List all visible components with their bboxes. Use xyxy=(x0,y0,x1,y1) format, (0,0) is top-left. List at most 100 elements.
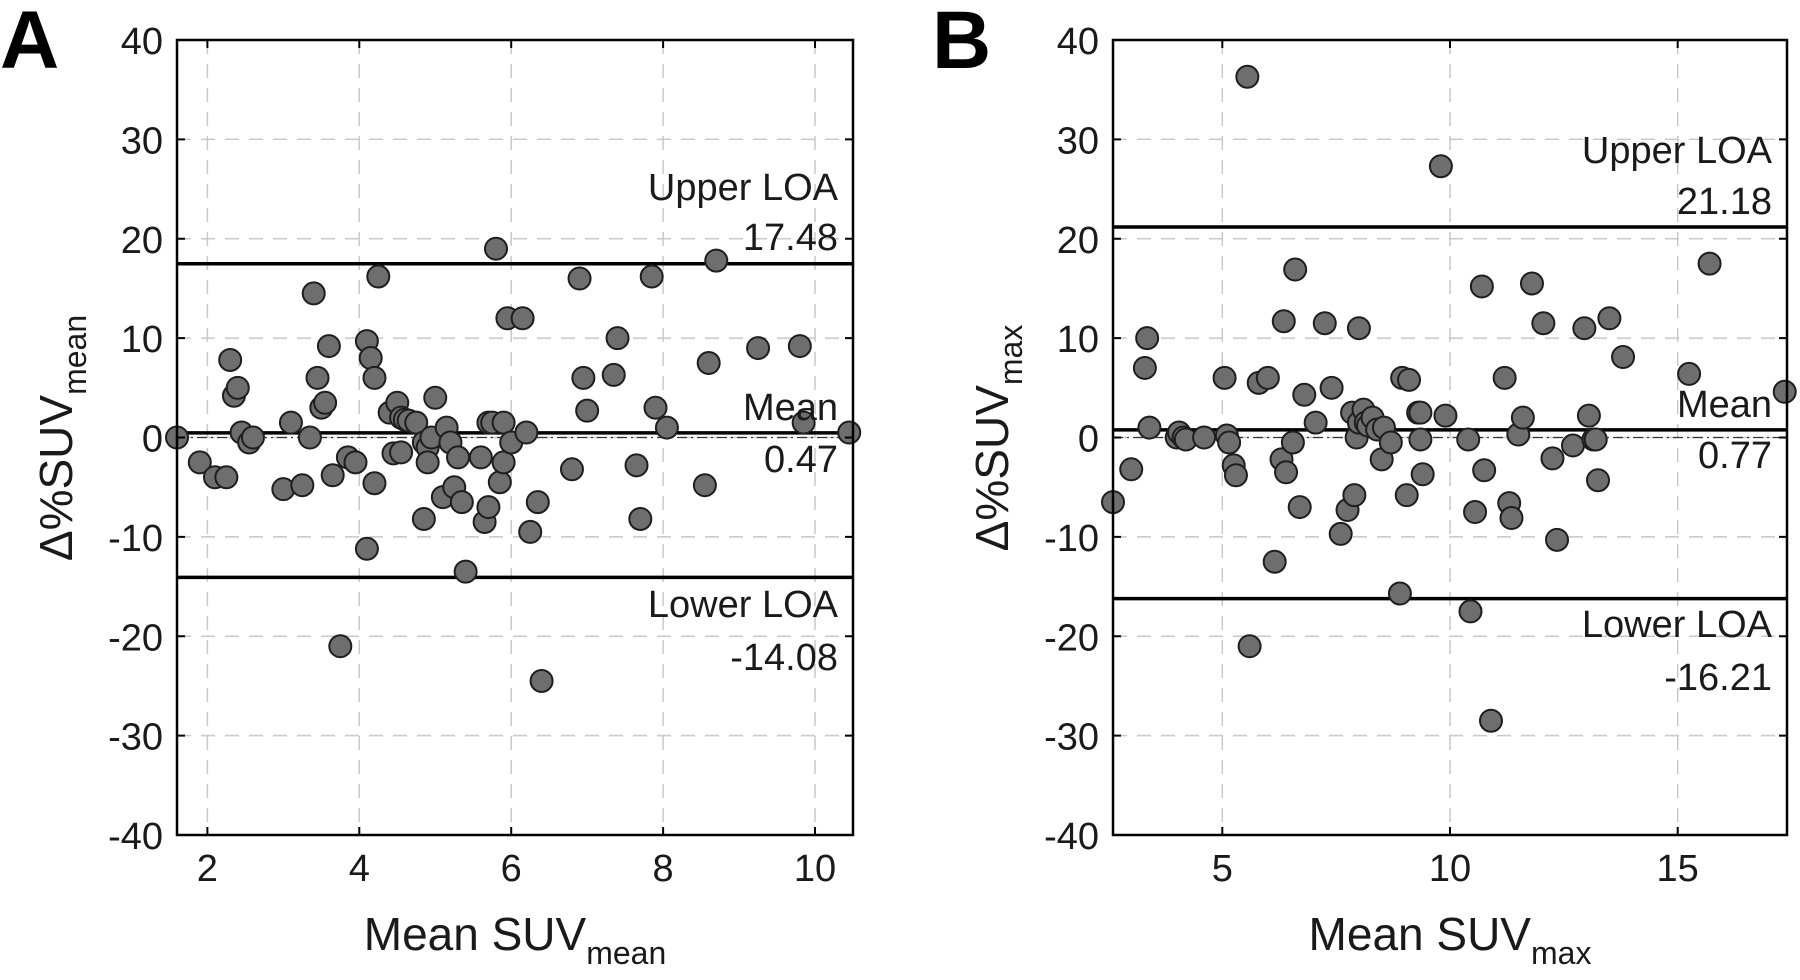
data-point xyxy=(1312,311,1337,336)
y-axis-label-main-a: Δ%SUV xyxy=(30,395,82,562)
data-point xyxy=(278,410,303,435)
data-point xyxy=(696,350,721,375)
data-point xyxy=(1283,257,1308,282)
data-point xyxy=(518,519,543,544)
data-point xyxy=(1545,527,1570,552)
data-point xyxy=(1346,316,1371,341)
x-tick-label: 10 xyxy=(1429,848,1471,890)
data-point xyxy=(1572,316,1597,341)
data-point xyxy=(654,415,679,440)
y-tick-label: -30 xyxy=(108,717,163,759)
data-point xyxy=(240,425,265,450)
data-point xyxy=(1342,483,1367,508)
data-point xyxy=(290,473,315,498)
data-point xyxy=(559,457,584,482)
data-point xyxy=(446,445,471,470)
data-point xyxy=(1319,375,1344,400)
data-point xyxy=(1292,382,1317,407)
x-tick-label: 2 xyxy=(197,848,218,890)
lower-loa-value-b: -16.21 xyxy=(1664,657,1772,699)
data-point xyxy=(1456,427,1481,452)
x-axis-label-b: Mean SUVmax xyxy=(1309,908,1592,971)
data-point xyxy=(1387,581,1412,606)
data-point xyxy=(366,264,391,289)
data-point xyxy=(746,336,771,361)
data-point xyxy=(468,445,493,470)
data-point xyxy=(704,248,729,273)
data-point xyxy=(389,440,414,465)
data-point xyxy=(1135,326,1160,351)
data-point xyxy=(1119,457,1144,482)
data-point xyxy=(453,559,478,584)
data-point xyxy=(1408,400,1433,425)
data-point xyxy=(1611,345,1636,370)
y-tick-label: 40 xyxy=(121,21,163,63)
x-tick-label: 6 xyxy=(501,848,522,890)
data-point xyxy=(362,471,387,496)
data-point xyxy=(225,375,250,400)
data-point xyxy=(1519,271,1544,296)
data-point xyxy=(510,306,535,331)
data-point xyxy=(1217,430,1242,455)
data-point xyxy=(514,420,539,445)
data-point xyxy=(1772,379,1797,404)
x-tick-label: 10 xyxy=(794,848,836,890)
y-tick-label: 30 xyxy=(121,120,163,162)
data-point xyxy=(1478,708,1503,733)
data-point xyxy=(1583,427,1608,452)
x-tick-label: 8 xyxy=(653,848,674,890)
y-tick-label: 0 xyxy=(1078,419,1099,461)
data-point xyxy=(1597,306,1622,331)
data-point xyxy=(1499,505,1524,530)
y-tick-label: -40 xyxy=(1044,816,1099,858)
mean-title-b: Mean xyxy=(1677,384,1772,426)
upper-loa-value-b: 21.18 xyxy=(1677,181,1772,223)
data-point xyxy=(1397,367,1422,392)
data-point xyxy=(1212,365,1237,390)
x-tick-label: 5 xyxy=(1212,848,1233,890)
data-point xyxy=(1255,365,1280,390)
upper-loa-title-a: Upper LOA xyxy=(648,167,839,209)
data-point xyxy=(491,450,516,475)
panel-label-b: B xyxy=(932,0,991,86)
y-tick-label: -40 xyxy=(108,816,163,858)
data-point xyxy=(187,450,212,475)
data-points-b xyxy=(1101,64,1797,733)
data-point xyxy=(301,281,326,306)
mean-title-a: Mean xyxy=(743,387,838,429)
data-point xyxy=(1328,521,1353,546)
data-point xyxy=(643,395,668,420)
data-point xyxy=(1677,361,1702,386)
data-point xyxy=(1262,549,1287,574)
data-point xyxy=(1458,599,1483,624)
y-axis-label-b: Δ%SUVmax xyxy=(966,325,1029,552)
y-tick-label: -30 xyxy=(1044,717,1099,759)
data-point xyxy=(575,398,600,423)
data-point xyxy=(1697,251,1722,276)
data-point xyxy=(837,420,862,445)
y-tick-label: 40 xyxy=(1057,21,1099,63)
x-axis-label-main-b: Mean SUV xyxy=(1309,908,1532,960)
upper-loa-value-a: 17.48 xyxy=(743,217,838,259)
data-point xyxy=(362,365,387,390)
y-tick-label: -20 xyxy=(1044,617,1099,659)
data-point xyxy=(1408,427,1433,452)
data-point xyxy=(358,346,383,370)
data-point xyxy=(476,495,501,520)
data-point xyxy=(692,473,717,498)
data-point xyxy=(316,334,341,359)
lower-loa-title-a: Lower LOA xyxy=(648,584,839,626)
data-point xyxy=(491,410,516,435)
data-point xyxy=(1274,460,1299,485)
x-tick-label: 15 xyxy=(1657,848,1699,890)
data-point xyxy=(218,347,243,372)
y-tick-label: 0 xyxy=(142,419,163,461)
data-point xyxy=(1378,430,1403,455)
data-point xyxy=(1410,462,1435,487)
y-tick-label: 20 xyxy=(1057,220,1099,262)
data-point xyxy=(1192,425,1217,450)
y-axis-b: -40 -30 -20 -10 0 10 20 30 40 xyxy=(1044,21,1787,858)
data-point xyxy=(787,334,812,359)
